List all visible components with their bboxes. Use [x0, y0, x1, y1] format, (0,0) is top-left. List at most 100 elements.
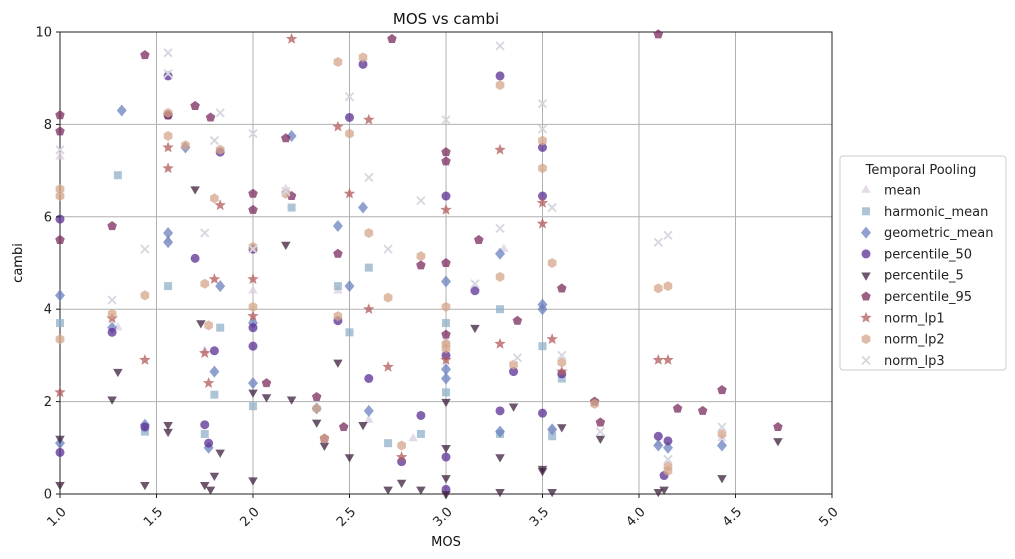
point-norm-lp2 — [55, 184, 65, 195]
point-percentile-5 — [441, 475, 451, 484]
point-harmonic-mean — [113, 171, 122, 180]
point-percentile-95 — [416, 260, 426, 270]
point-norm-lp2 — [509, 359, 518, 370]
point-percentile-95 — [261, 378, 272, 388]
point-norm-lp3 — [416, 195, 426, 206]
point-percentile-95 — [333, 248, 343, 258]
point-percentile-5 — [441, 398, 451, 408]
point-percentile-50 — [416, 410, 426, 420]
legend-label: percentile_50 — [884, 247, 972, 262]
data-points — [54, 29, 783, 500]
point-harmonic-mean — [442, 388, 450, 397]
point-percentile-95 — [595, 417, 606, 427]
point-geometric-mean — [163, 236, 174, 249]
point-percentile-50 — [200, 420, 210, 430]
point-percentile-5 — [190, 186, 200, 195]
point-percentile-5 — [113, 368, 123, 378]
point-geometric-mean — [332, 220, 343, 233]
point-norm-lp3 — [537, 98, 548, 109]
legend-marker-mean — [861, 184, 871, 193]
point-norm-lp3 — [537, 124, 548, 134]
point-geometric-mean — [248, 377, 258, 390]
point-percentile-5 — [55, 482, 65, 491]
point-norm-lp1 — [247, 310, 259, 321]
point-norm-lp2 — [181, 140, 190, 151]
point-norm-lp3 — [248, 129, 258, 139]
point-norm-lp1 — [199, 347, 211, 358]
point-norm-lp1 — [139, 354, 151, 365]
point-percentile-50 — [653, 431, 663, 441]
legend-label: norm_lp1 — [884, 311, 945, 326]
point-percentile-5 — [163, 421, 173, 431]
point-norm-lp1 — [652, 354, 665, 365]
legend-label: norm_lp3 — [884, 354, 945, 369]
point-norm-lp2 — [416, 251, 426, 262]
point-percentile-50 — [209, 346, 219, 356]
point-norm-lp3 — [717, 422, 727, 432]
point-harmonic-mean — [496, 305, 505, 314]
point-norm-lp1 — [546, 333, 558, 345]
point-norm-lp1 — [440, 203, 452, 215]
point-percentile-5 — [163, 428, 173, 438]
point-percentile-95 — [474, 234, 484, 244]
point-percentile-5 — [281, 241, 291, 251]
point-percentile-50 — [358, 59, 368, 69]
point-harmonic-mean — [416, 429, 425, 438]
point-percentile-50 — [495, 71, 505, 81]
point-norm-lp1 — [332, 120, 344, 132]
point-norm-lp2 — [55, 334, 65, 345]
point-percentile-50 — [55, 214, 65, 224]
point-percentile-95 — [140, 50, 150, 60]
point-harmonic-mean — [287, 203, 296, 212]
point-percentile-50 — [538, 408, 547, 418]
point-percentile-5 — [107, 396, 117, 405]
point-norm-lp2 — [653, 283, 663, 294]
point-norm-lp3 — [547, 202, 557, 213]
point-percentile-95 — [55, 126, 65, 136]
point-norm-lp2 — [215, 144, 225, 155]
point-mean — [248, 285, 258, 294]
point-norm-lp2 — [547, 258, 557, 268]
point-norm-lp1 — [363, 113, 375, 125]
point-norm-lp1 — [440, 354, 452, 365]
point-mean — [364, 414, 374, 423]
point-geometric-mean — [55, 289, 65, 302]
point-norm-lp2 — [358, 52, 368, 63]
point-norm-lp1 — [494, 143, 506, 155]
point-percentile-5 — [653, 488, 664, 498]
point-norm-lp2 — [333, 57, 343, 68]
point-percentile-5 — [205, 486, 216, 495]
point-geometric-mean — [662, 441, 673, 454]
legend-label: harmonic_mean — [884, 205, 988, 220]
point-norm-lp2 — [163, 130, 173, 141]
point-norm-lp3 — [653, 237, 663, 247]
y-tick-label: 6 — [44, 210, 52, 225]
point-percentile-50 — [470, 286, 480, 296]
point-percentile-5 — [261, 394, 272, 403]
point-norm-lp1 — [343, 187, 356, 199]
point-percentile-5 — [470, 324, 480, 334]
point-harmonic-mean — [164, 282, 173, 291]
legend-label: mean — [884, 184, 921, 199]
point-geometric-mean — [116, 104, 127, 117]
legend-label: geometric_mean — [884, 226, 993, 241]
point-geometric-mean — [363, 404, 374, 417]
point-percentile-50 — [364, 374, 374, 383]
point-percentile-50 — [441, 191, 451, 201]
point-percentile-5 — [773, 438, 783, 447]
point-mean — [408, 433, 418, 442]
point-norm-lp1 — [363, 303, 375, 315]
point-norm-lp3 — [163, 68, 173, 79]
point-percentile-95 — [387, 33, 397, 43]
point-percentile-95 — [311, 391, 322, 402]
point-norm-lp2 — [495, 80, 505, 91]
point-percentile-95 — [190, 100, 200, 110]
point-percentile-95 — [441, 147, 451, 157]
point-norm-lp2 — [557, 357, 567, 368]
point-norm-lp3 — [55, 145, 65, 155]
point-percentile-95 — [338, 422, 349, 432]
point-percentile-95 — [512, 315, 523, 325]
legend-box — [839, 155, 1007, 371]
legend-title: Temporal Pooling — [865, 163, 977, 178]
